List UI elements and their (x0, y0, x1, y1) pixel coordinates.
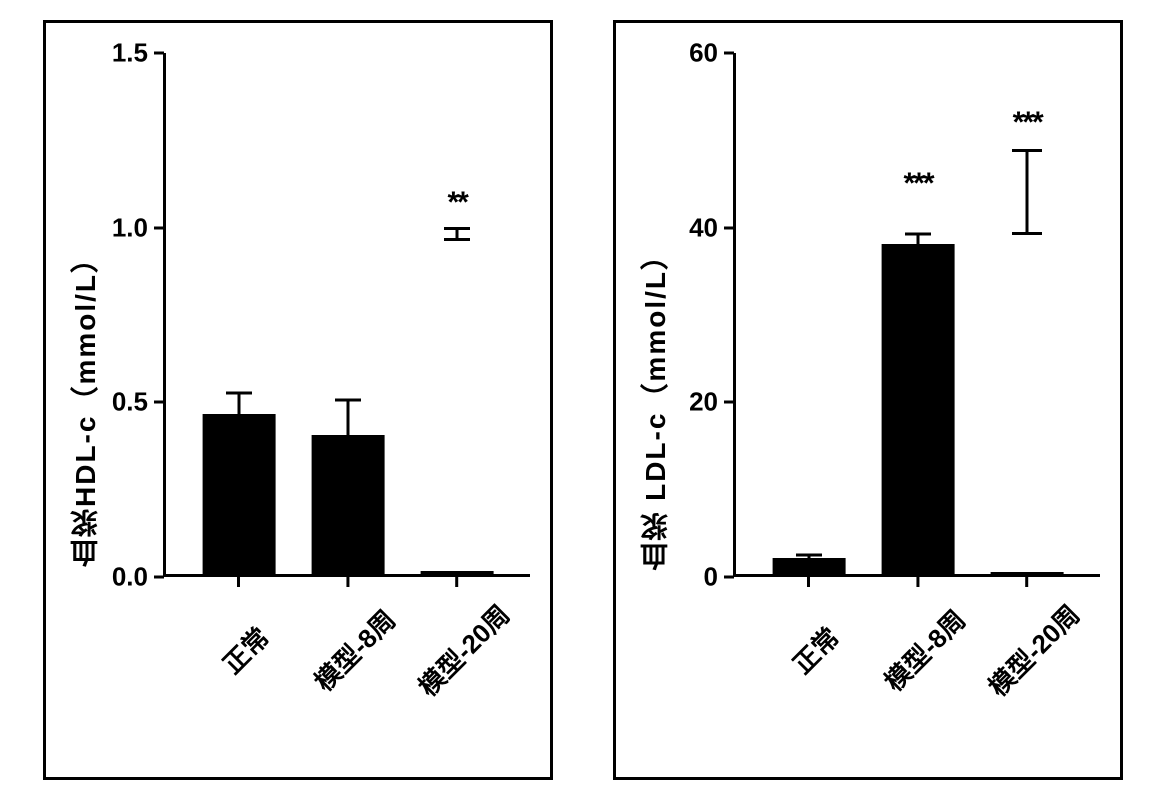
significance-marker: *** (1013, 106, 1042, 140)
y-tick: 20 (689, 387, 734, 418)
y-tick: 60 (689, 38, 734, 69)
y-tick: 1.0 (112, 212, 164, 243)
significance-marker: ** (448, 186, 467, 220)
bar (882, 244, 955, 574)
x-spacer (106, 577, 166, 757)
floating-error-marker (444, 227, 470, 241)
x-tick: 正常 (213, 577, 265, 624)
y-tick-label: 20 (689, 387, 724, 418)
bar (772, 558, 845, 574)
significance-marker: *** (903, 167, 932, 201)
x-tick: 模型-8周 (867, 577, 968, 624)
bar-group (312, 435, 385, 574)
error-bar (347, 400, 350, 435)
x-ticks-area: 正常模型-8周模型-20周 (736, 577, 1100, 757)
bar (202, 414, 275, 574)
error-bar (917, 234, 920, 244)
x-tick-mark (1026, 577, 1029, 587)
y-tick-label: 40 (689, 212, 724, 243)
error-cap (335, 399, 361, 402)
error-cap (905, 232, 931, 235)
y-label-container: 血浆HDL-c（mmol/L） (66, 53, 106, 757)
x-tick-mark (347, 577, 350, 587)
bar-group (991, 572, 1064, 574)
x-axis: 正常模型-8周模型-20周 (106, 577, 530, 757)
bars-area: ** (166, 53, 530, 577)
chart-panel-hdl: 血浆HDL-c（mmol/L） 0.0 0.5 1.0 1.5 ** 正常模型-8周模… (43, 20, 553, 780)
y-tick-mark (724, 576, 734, 579)
bars-area: *** *** (736, 53, 1100, 577)
y-tick: 40 (689, 212, 734, 243)
y-tick-mark (724, 52, 734, 55)
x-tick-mark (237, 577, 240, 587)
x-tick: 模型-20周 (969, 577, 1085, 624)
x-tick-label: 模型-8周 (305, 601, 403, 699)
y-tick-label: 60 (689, 38, 724, 69)
x-tick: 模型-20周 (399, 577, 515, 624)
y-tick: 0 (704, 562, 734, 593)
y-tick: 0.5 (112, 387, 164, 418)
x-tick: 正常 (783, 577, 835, 624)
x-tick-label: 正常 (213, 618, 276, 681)
y-tick-label: 0.5 (112, 387, 154, 418)
x-ticks-area: 正常模型-8周模型-20周 (166, 577, 530, 757)
bar-group (421, 571, 494, 574)
y-tick: 1.5 (112, 38, 164, 69)
y-tick-mark (154, 52, 164, 55)
plot-area: 0.00.51.01.5 ** (106, 53, 530, 577)
x-axis: 正常模型-8周模型-20周 (676, 577, 1100, 757)
error-cap (444, 238, 470, 241)
chart-body: 0204060 ****** 正常模型-8周模型-20周 (676, 53, 1100, 757)
y-tick-mark (154, 576, 164, 579)
x-tick-label: 正常 (783, 618, 846, 681)
x-tick-mark (807, 577, 810, 587)
y-axis: 0.00.51.01.5 (106, 53, 166, 577)
error-cap (444, 227, 470, 230)
x-tick: 模型-8周 (297, 577, 398, 624)
y-axis-label: 血浆 LDL-c（mmol/L） (636, 240, 676, 571)
x-spacer (676, 577, 736, 757)
plot-area: 0204060 ****** (676, 53, 1100, 577)
x-tick-label: 模型-20周 (979, 596, 1087, 704)
y-axis-label: 血浆HDL-c（mmol/L） (66, 243, 106, 567)
y-tick-mark (724, 401, 734, 404)
error-cap (1012, 149, 1042, 152)
error-cap (1012, 232, 1042, 235)
y-tick: 0.0 (112, 562, 164, 593)
x-tick-label: 模型-20周 (409, 596, 517, 704)
x-tick-mark (917, 577, 920, 587)
bar-group (772, 558, 845, 574)
error-bar (237, 393, 240, 414)
chart-panel-ldl: 血浆 LDL-c（mmol/L） 0 20 40 60 *** *** 正常模型-8周模… (613, 20, 1123, 780)
y-tick-label: 1.5 (112, 38, 154, 69)
bar (991, 572, 1064, 574)
bar-group (882, 244, 955, 574)
bar-group (202, 414, 275, 574)
y-label-container: 血浆 LDL-c（mmol/L） (636, 53, 676, 757)
floating-error-marker (1012, 149, 1042, 236)
y-tick-mark (154, 226, 164, 229)
x-tick-mark (456, 577, 459, 587)
error-stem (1026, 149, 1029, 236)
y-tick-label: 0 (704, 562, 724, 593)
chart-body: 0.00.51.01.5 ** 正常模型-8周模型-20周 (106, 53, 530, 757)
y-tick-label: 1.0 (112, 212, 154, 243)
bar (312, 435, 385, 574)
error-cap (796, 553, 822, 556)
x-tick-label: 模型-8周 (875, 601, 973, 699)
y-tick-mark (724, 226, 734, 229)
error-cap (226, 392, 252, 395)
y-axis: 0204060 (676, 53, 736, 577)
y-tick-mark (154, 401, 164, 404)
bar (421, 571, 494, 574)
y-tick-label: 0.0 (112, 562, 154, 593)
